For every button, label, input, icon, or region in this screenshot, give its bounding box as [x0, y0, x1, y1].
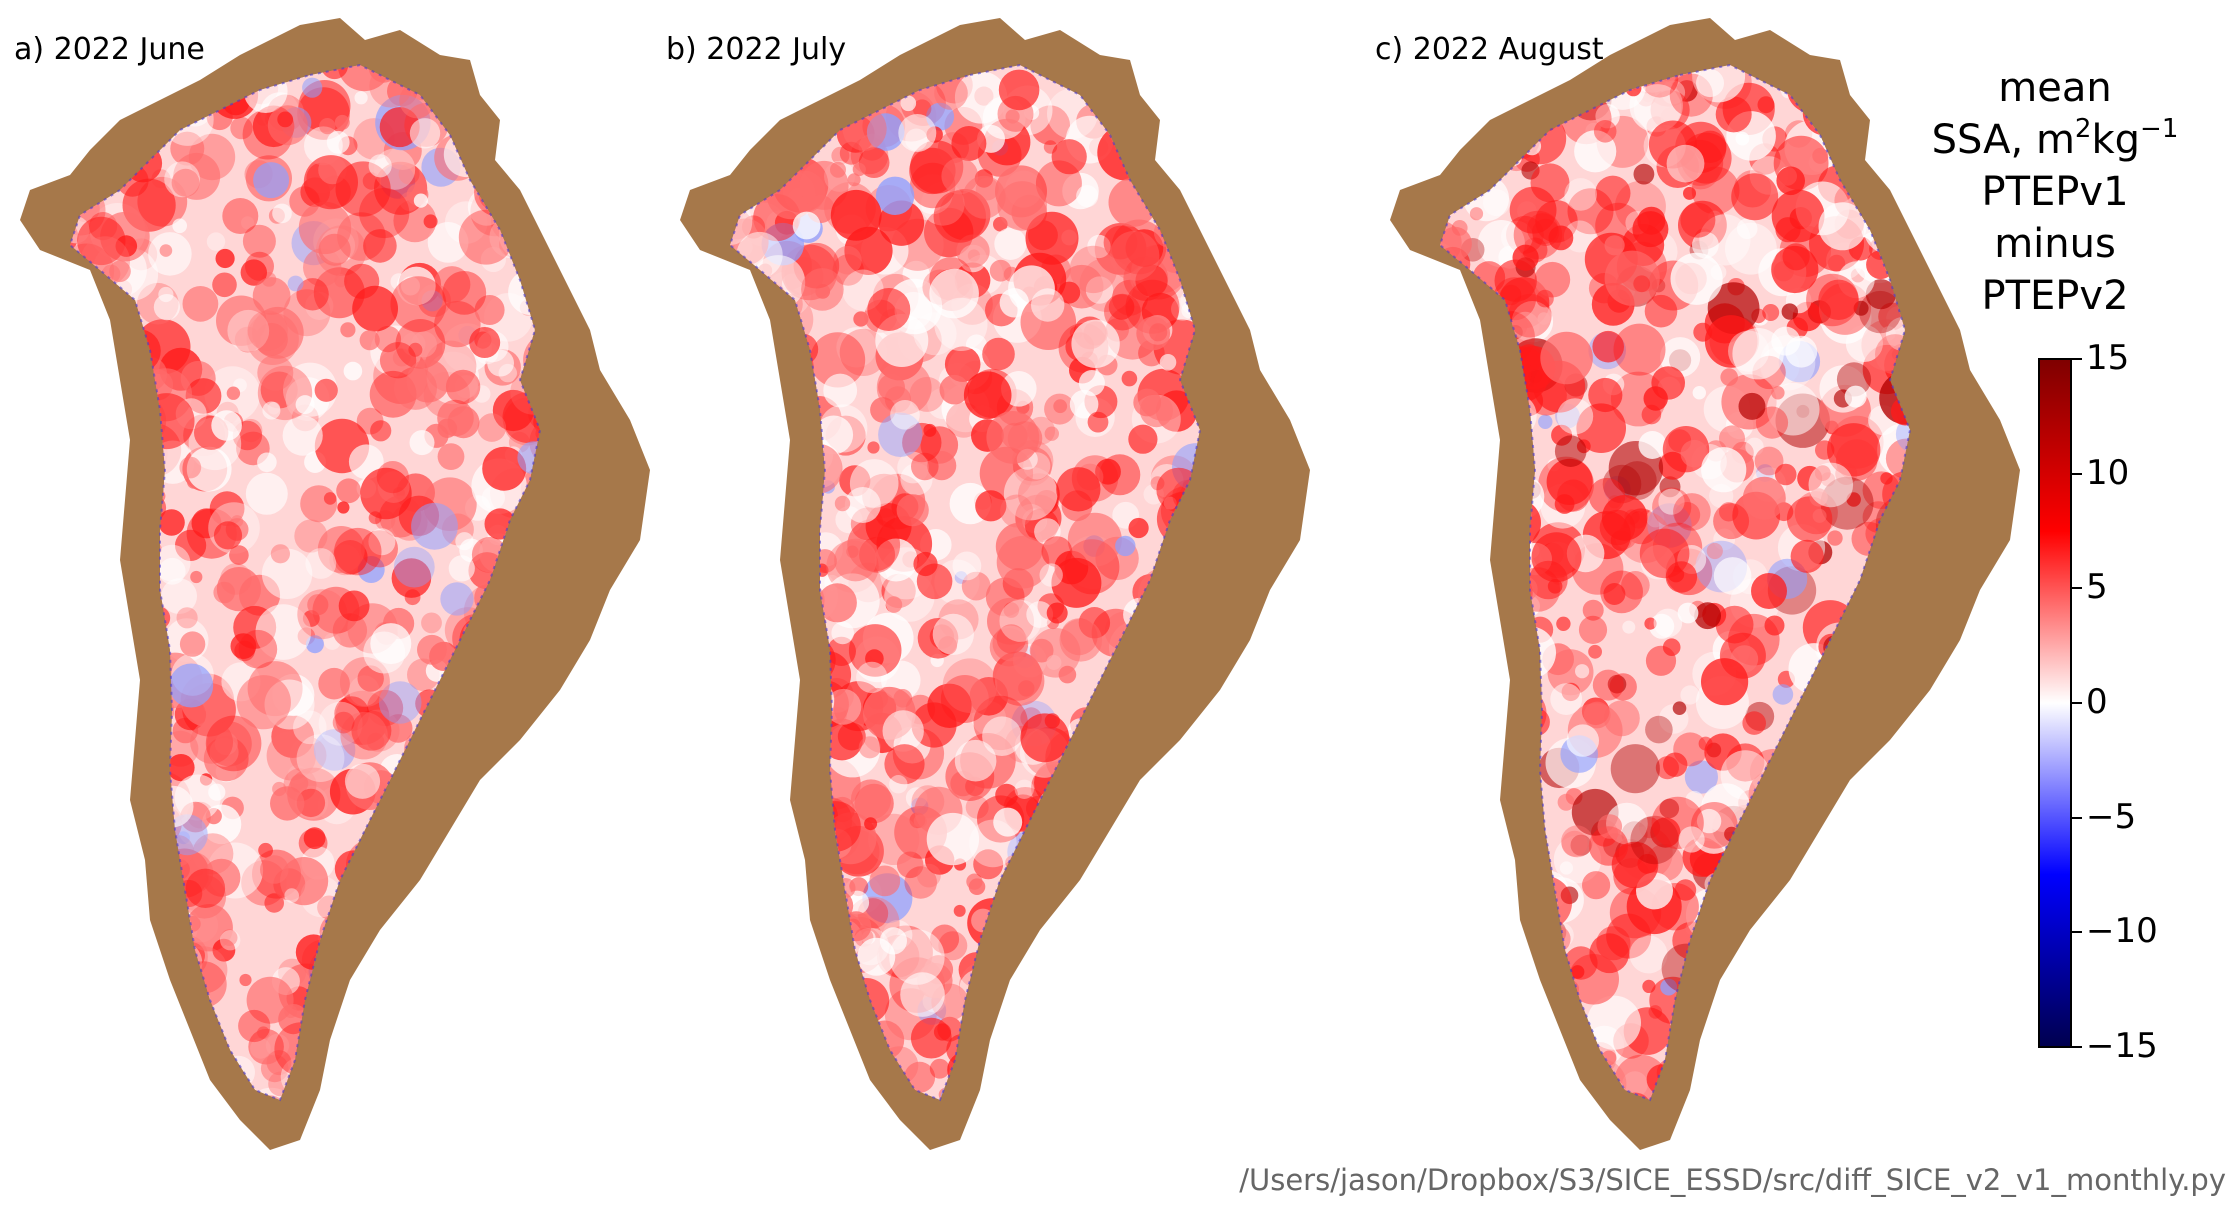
colorbar-title-line2: SSA, m2kg−1: [1880, 114, 2230, 166]
colorbar-tick-label: 10: [2086, 452, 2130, 493]
colorbar-tick-mark: [2072, 702, 2082, 704]
unit-prefix: SSA, m: [1931, 117, 2075, 163]
colorbar-title-line4: minus: [1994, 221, 2116, 267]
unit-sup2: −1: [2140, 114, 2179, 144]
greenland-map: [680, 18, 1310, 1150]
colorbar-title-line1: mean: [1998, 65, 2112, 111]
colorbar-tick-mark: [2072, 1046, 2082, 1048]
map-panel-june: a) 2022 June: [0, 0, 680, 1205]
map-panel-july: b) 2022 July: [660, 0, 1340, 1205]
colorbar-tick-label: −15: [2086, 1026, 2158, 1066]
colorbar-tick-mark: [2072, 472, 2082, 475]
panel-title: b) 2022 July: [666, 32, 847, 67]
colorbar-tick-label: 0: [2086, 682, 2108, 722]
panel-title: c) 2022 August: [1375, 32, 1604, 67]
colorbar-tick-mark: [2072, 587, 2082, 590]
ice-margin: [728, 63, 1202, 1102]
colorbar: [2038, 358, 2072, 1048]
unit-mid: kg: [2091, 117, 2141, 163]
colorbar-title-line3: PTEPv1: [1981, 169, 2129, 215]
colorbar-tick-label: 15: [2086, 338, 2130, 378]
unit-sup1: 2: [2074, 114, 2092, 144]
panel-title: a) 2022 June: [14, 32, 205, 67]
colorbar-tick-mark: [2072, 358, 2082, 360]
ice-margin: [68, 63, 542, 1102]
colorbar-tick-mark: [2072, 931, 2082, 934]
colorbar-tick-mark: [2072, 816, 2082, 819]
colorbar-title: mean SSA, m2kg−1 PTEPv1 minus PTEPv2: [1880, 62, 2230, 322]
colorbar-tick-label: −10: [2086, 911, 2158, 952]
greenland-map: [1390, 18, 2020, 1150]
colorbar-tick-label: 5: [2086, 567, 2108, 608]
ice-margin: [1438, 63, 1912, 1102]
colorbar-title-line5: PTEPv2: [1981, 273, 2129, 319]
map-panel-august: c) 2022 August: [1370, 0, 2050, 1205]
greenland-map: [20, 18, 650, 1150]
file-path-note: /Users/jason/Dropbox/S3/SICE_ESSD/src/di…: [1239, 1163, 2226, 1197]
colorbar-tick-label: −5: [2086, 796, 2137, 837]
